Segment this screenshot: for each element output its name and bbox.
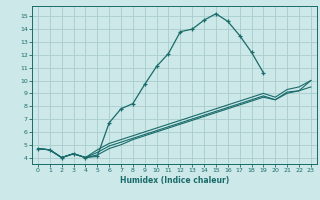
X-axis label: Humidex (Indice chaleur): Humidex (Indice chaleur): [120, 176, 229, 185]
